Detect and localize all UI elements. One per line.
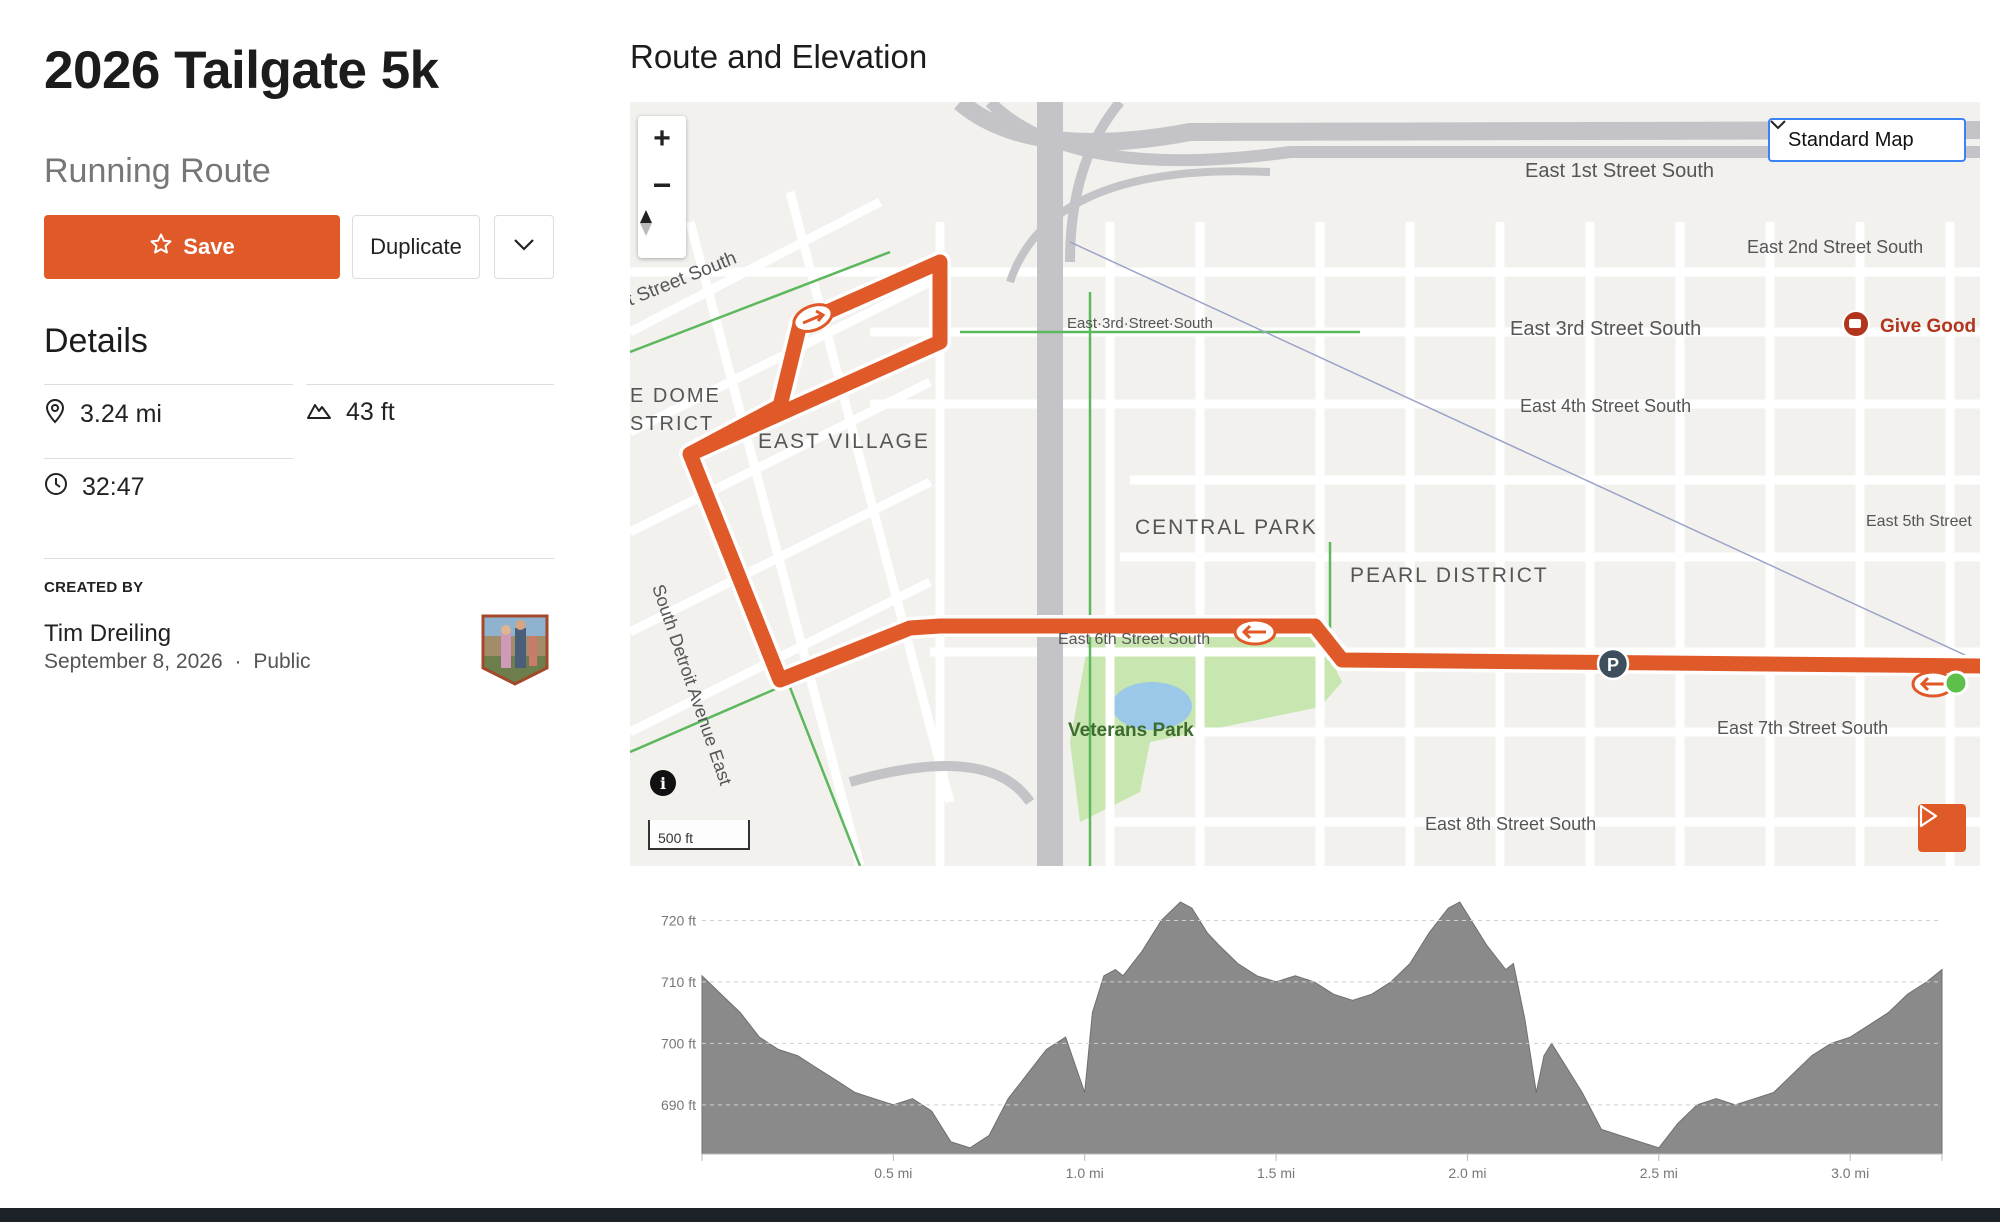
map-style-label: Standard Map — [1788, 128, 1914, 151]
mountain-icon — [306, 398, 332, 427]
info-icon[interactable]: i — [650, 770, 676, 796]
elevation-area — [701, 901, 1943, 1155]
direction-arrow-icon — [1233, 618, 1277, 646]
compass-icon — [640, 210, 652, 236]
start-marker[interactable] — [1943, 670, 1969, 696]
star-icon — [149, 232, 173, 262]
district-label: STRICT — [630, 413, 714, 435]
svg-text:P: P — [1607, 655, 1619, 675]
compass-button[interactable] — [638, 208, 686, 254]
divider — [44, 384, 293, 385]
divider — [44, 458, 293, 459]
district-label: E DOME — [630, 385, 721, 407]
play-icon — [1919, 804, 1938, 828]
district-label: EAST VILLAGE — [758, 430, 930, 453]
map-canvas: P East 1st Street South East 2nd Street … — [630, 102, 1980, 866]
street-label: East 2nd Street South — [1747, 237, 1923, 257]
divider — [306, 384, 554, 385]
park-area — [1070, 622, 1342, 822]
zoom-in-button[interactable]: + — [653, 122, 671, 155]
x-tick-label: 3.0 mi — [1831, 1165, 1869, 1180]
x-tick-label: 2.0 mi — [1448, 1165, 1486, 1180]
y-tick-label: 710 ft — [661, 974, 696, 990]
route-title: 2026 Tailgate 5k — [44, 41, 439, 100]
street-label: East 5th Street — [1866, 513, 1972, 530]
map-labels: East 1st Street South East 2nd Street So… — [630, 160, 1976, 834]
save-button-label: Save — [183, 234, 235, 259]
y-tick-label: 690 ft — [661, 1097, 696, 1113]
district-label: CENTRAL PARK — [1135, 516, 1318, 539]
highway — [848, 102, 1980, 866]
clock-icon — [44, 472, 68, 503]
created-date: September 8, 2026 — [44, 650, 223, 673]
elevation-gain-value: 43 ft — [346, 398, 395, 426]
location-pin-icon — [44, 398, 66, 431]
map-scale: 500 ft — [648, 820, 750, 850]
duration-value: 32:47 — [82, 473, 145, 501]
street-label: East 1st Street South — [1525, 160, 1714, 182]
street-label: East·3rd·Street·South — [1067, 315, 1213, 332]
route-line — [682, 254, 1980, 688]
scale-label: 500 ft — [658, 830, 694, 846]
taskbar — [0, 1208, 2000, 1222]
route-meta: September 8, 2026 · Public — [44, 650, 311, 674]
details-heading: Details — [44, 322, 148, 360]
zoom-controls: + − — [638, 116, 686, 258]
duplicate-button-label: Duplicate — [370, 234, 462, 259]
route-map[interactable]: P East 1st Street South East 2nd Street … — [630, 102, 1980, 866]
street-label: East 3rd Street South — [1510, 318, 1701, 340]
map-style-select[interactable]: Standard Map — [1768, 118, 1966, 162]
elevation-chart-svg: 720 ft 710 ft 700 ft 690 ft 0.5 mi 1.0 mi 1.5 … — [661, 901, 1943, 1181]
distance-value: 3.24 mi — [80, 400, 162, 428]
chevron-down-icon — [513, 238, 535, 257]
y-tick-label: 700 ft — [661, 1035, 696, 1051]
direction-arrow-icon — [792, 303, 834, 333]
parking-icon[interactable]: P — [1596, 647, 1630, 681]
elevation-chart[interactable]: 720 ft 710 ft 700 ft 690 ft 0.5 mi 1.0 mi 1.5 … — [630, 880, 1980, 1181]
duplicate-button[interactable]: Duplicate — [352, 215, 480, 279]
place-label: Give Good — [1880, 316, 1976, 337]
distance-stat: 3.24 mi — [44, 398, 162, 431]
created-by-heading: CREATED BY — [44, 579, 144, 596]
avatar[interactable] — [481, 612, 549, 686]
x-tick-label: 2.5 mi — [1640, 1165, 1678, 1180]
divider — [44, 558, 554, 559]
meta-separator: · — [234, 650, 242, 673]
lake — [1112, 682, 1192, 730]
street-label: East 8th Street South — [1425, 814, 1596, 834]
author-name[interactable]: Tim Dreiling — [44, 620, 172, 647]
elevation-gain-stat: 43 ft — [306, 398, 395, 427]
y-tick-label: 720 ft — [661, 912, 696, 928]
x-tick-label: 1.0 mi — [1066, 1165, 1104, 1180]
save-button[interactable]: Save — [44, 215, 340, 279]
district-label: PEARL DISTRICT — [1350, 564, 1549, 587]
street-grid — [630, 190, 1980, 866]
rail-line — [1069, 241, 1980, 663]
street-label: East 7th Street South — [1717, 718, 1888, 738]
visibility-label: Public — [253, 650, 311, 673]
zoom-out-button[interactable]: − — [652, 166, 672, 203]
duration-stat: 32:47 — [44, 472, 145, 503]
bike-paths — [630, 250, 1360, 866]
x-tick-label: 0.5 mi — [874, 1165, 912, 1180]
route-elevation-heading: Route and Elevation — [630, 38, 928, 75]
street-label: East 4th Street South — [1520, 396, 1691, 416]
more-actions-button[interactable] — [494, 215, 554, 279]
place-label: Veterans Park — [1068, 720, 1194, 741]
x-tick-label: 1.5 mi — [1257, 1165, 1295, 1180]
cafe-icon[interactable] — [1842, 310, 1870, 338]
route-type-label: Running Route — [44, 152, 271, 190]
street-label: East 6th Street South — [1058, 631, 1210, 648]
play-flyover-button[interactable] — [1918, 804, 1966, 852]
